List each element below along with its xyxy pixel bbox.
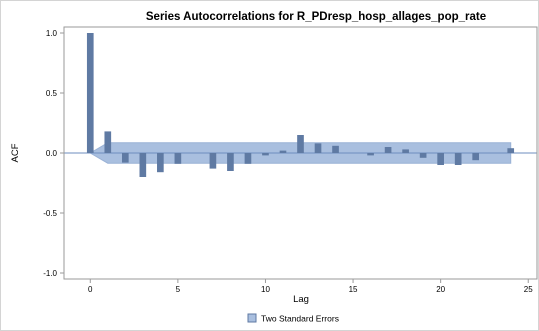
acf-bar-lag-11 xyxy=(279,150,287,153)
y-tick-label: 0.5 xyxy=(46,89,58,98)
acf-bar-lag-7 xyxy=(209,153,217,169)
y-tick-label: -0.5 xyxy=(43,209,57,218)
acf-bar-lag-20 xyxy=(437,153,444,165)
acf-bar-lag-8 xyxy=(227,153,234,171)
acf-bar-lag-0 xyxy=(86,33,94,153)
chart-title: Series Autocorrelations for R_PDresp_hos… xyxy=(146,11,486,23)
x-axis-label: Lag xyxy=(293,294,309,305)
acf-bar-lag-24 xyxy=(507,148,515,153)
acf-bar-lag-22 xyxy=(472,153,480,161)
y-tick-label: 0.0 xyxy=(46,149,58,158)
acf-bar-lag-13 xyxy=(314,143,322,153)
acf-bar-lag-3 xyxy=(139,153,147,177)
x-tick-label: 5 xyxy=(176,285,181,294)
acf-bar-lag-21 xyxy=(454,153,462,165)
x-tick-label: 10 xyxy=(261,285,270,294)
acf-bar-lag-12 xyxy=(297,135,304,153)
legend-swatch xyxy=(247,313,257,323)
acf-bar-lag-2 xyxy=(121,153,129,163)
acf-bar-lag-16 xyxy=(367,153,374,156)
y-tick-label: 1.0 xyxy=(46,29,58,38)
legend: Two Standard Errors xyxy=(247,313,339,324)
acf-bar-lag-19 xyxy=(419,153,427,158)
x-tick-label: 25 xyxy=(524,285,533,294)
acf-bar-lag-9 xyxy=(244,153,252,164)
y-axis-label: ACF xyxy=(10,143,21,162)
acf-bar-lag-17 xyxy=(384,147,392,153)
acf-bar-lag-1 xyxy=(104,131,112,153)
acf-bar-lag-10 xyxy=(262,153,269,156)
acf-bar-lag-18 xyxy=(402,149,409,153)
y-tick-label: -1.0 xyxy=(43,269,57,278)
x-tick-label: 15 xyxy=(349,285,358,294)
x-tick-label: 0 xyxy=(88,285,93,294)
legend-entry-label: Two Standard Errors xyxy=(261,314,339,324)
x-tick-label: 20 xyxy=(436,285,445,294)
acf-bar-lag-5 xyxy=(174,153,182,164)
acf-bar-lag-4 xyxy=(157,153,164,173)
acf-bar-lag-14 xyxy=(332,145,339,153)
